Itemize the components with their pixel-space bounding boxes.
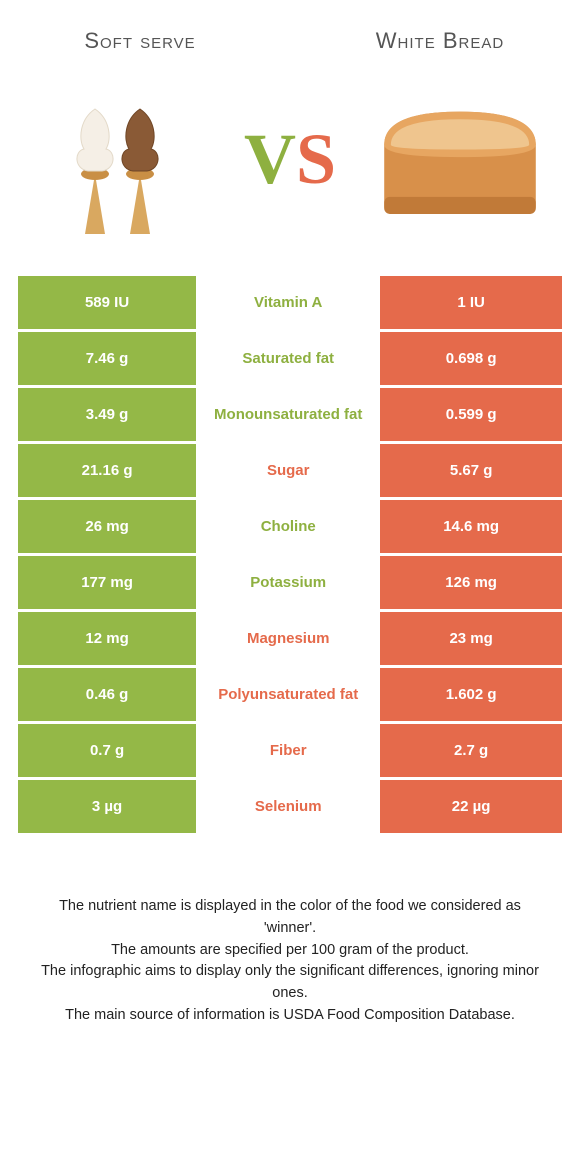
left-value: 26 mg [18, 500, 199, 553]
right-value: 2.7 g [380, 724, 562, 777]
footnote-line: The nutrient name is displayed in the co… [40, 896, 540, 940]
header: Soft serve White Bread [0, 0, 580, 64]
right-value: 1 IU [380, 276, 562, 329]
nutrient-label: Selenium [199, 780, 380, 833]
left-value: 7.46 g [18, 332, 199, 385]
vs-label: VS [210, 118, 370, 201]
table-row: 177 mgPotassium126 mg [18, 556, 562, 612]
nutrient-label: Magnesium [199, 612, 380, 665]
nutrient-label: Fiber [199, 724, 380, 777]
right-value: 0.698 g [380, 332, 562, 385]
left-value: 589 IU [18, 276, 199, 329]
left-value: 12 mg [18, 612, 199, 665]
right-value: 5.67 g [380, 444, 562, 497]
table-row: 26 mgCholine14.6 mg [18, 500, 562, 556]
footnote-line: The infographic aims to display only the… [40, 961, 540, 1005]
left-value: 3.49 g [18, 388, 199, 441]
images-row: VS [0, 64, 580, 274]
table-row: 3.49 gMonounsaturated fat0.599 g [18, 388, 562, 444]
comparison-table: 589 IUVitamin A1 IU7.46 gSaturated fat0.… [18, 274, 562, 836]
nutrient-label: Potassium [199, 556, 380, 609]
nutrient-label: Vitamin A [199, 276, 380, 329]
footnote-line: The amounts are specified per 100 gram o… [40, 940, 540, 962]
soft-serve-icon [30, 74, 210, 244]
nutrient-label: Polyunsaturated fat [199, 668, 380, 721]
table-row: 7.46 gSaturated fat0.698 g [18, 332, 562, 388]
right-value: 22 µg [380, 780, 562, 833]
left-value: 3 µg [18, 780, 199, 833]
nutrient-label: Monounsaturated fat [199, 388, 380, 441]
table-row: 3 µgSelenium22 µg [18, 780, 562, 836]
table-row: 21.16 gSugar5.67 g [18, 444, 562, 500]
bread-icon [370, 74, 550, 244]
left-title: Soft serve [40, 28, 240, 54]
nutrient-label: Sugar [199, 444, 380, 497]
footnotes: The nutrient name is displayed in the co… [40, 896, 540, 1027]
right-value: 126 mg [380, 556, 562, 609]
right-value: 1.602 g [380, 668, 562, 721]
table-row: 589 IUVitamin A1 IU [18, 276, 562, 332]
nutrient-label: Saturated fat [199, 332, 380, 385]
right-value: 0.599 g [380, 388, 562, 441]
nutrient-label: Choline [199, 500, 380, 553]
left-value: 177 mg [18, 556, 199, 609]
table-row: 0.46 gPolyunsaturated fat1.602 g [18, 668, 562, 724]
table-row: 0.7 gFiber2.7 g [18, 724, 562, 780]
right-value: 23 mg [380, 612, 562, 665]
left-value: 21.16 g [18, 444, 199, 497]
right-title: White Bread [340, 29, 540, 53]
table-row: 12 mgMagnesium23 mg [18, 612, 562, 668]
left-value: 0.46 g [18, 668, 199, 721]
footnote-line: The main source of information is USDA F… [40, 1005, 540, 1027]
right-value: 14.6 mg [380, 500, 562, 553]
left-value: 0.7 g [18, 724, 199, 777]
